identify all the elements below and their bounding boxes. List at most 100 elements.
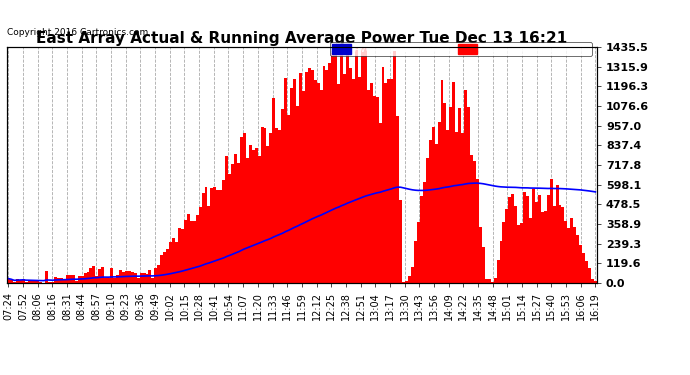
- Bar: [546, 195, 550, 283]
- Bar: [228, 174, 231, 283]
- Bar: [544, 211, 546, 283]
- Bar: [25, 282, 28, 283]
- Bar: [326, 70, 328, 283]
- Bar: [305, 72, 308, 283]
- Bar: [16, 279, 19, 283]
- Bar: [308, 68, 310, 283]
- Bar: [553, 206, 555, 283]
- Bar: [90, 268, 92, 283]
- Bar: [396, 117, 400, 283]
- Bar: [187, 214, 190, 283]
- Bar: [134, 273, 137, 283]
- Bar: [361, 47, 364, 283]
- Bar: [314, 80, 317, 283]
- Bar: [157, 265, 160, 283]
- Bar: [131, 272, 134, 283]
- Bar: [208, 206, 210, 283]
- Bar: [293, 79, 296, 283]
- Bar: [231, 164, 234, 283]
- Bar: [190, 221, 193, 283]
- Bar: [514, 206, 518, 283]
- Title: East Array Actual & Running Average Power Tue Dec 13 16:21: East Array Actual & Running Average Powe…: [37, 31, 567, 46]
- Bar: [290, 88, 293, 283]
- Bar: [423, 182, 426, 283]
- Bar: [78, 276, 81, 283]
- Bar: [302, 91, 305, 283]
- Bar: [358, 77, 361, 283]
- Bar: [428, 140, 432, 283]
- Legend: Average  (DC Watts), East Array  (DC Watts): Average (DC Watts), East Array (DC Watts…: [330, 42, 592, 57]
- Bar: [201, 193, 204, 283]
- Bar: [48, 282, 51, 283]
- Bar: [343, 74, 346, 283]
- Bar: [573, 226, 576, 283]
- Bar: [455, 132, 458, 283]
- Bar: [505, 209, 509, 283]
- Bar: [101, 267, 104, 283]
- Bar: [155, 268, 157, 283]
- Bar: [219, 190, 222, 283]
- Bar: [541, 212, 544, 283]
- Bar: [523, 192, 526, 283]
- Bar: [116, 275, 119, 283]
- Bar: [178, 228, 181, 283]
- Bar: [355, 47, 358, 283]
- Bar: [518, 225, 520, 283]
- Bar: [175, 242, 178, 283]
- Bar: [576, 235, 579, 283]
- Bar: [63, 280, 66, 283]
- Bar: [264, 128, 266, 283]
- Bar: [591, 279, 594, 283]
- Bar: [594, 281, 597, 283]
- Bar: [562, 207, 564, 283]
- Bar: [417, 222, 420, 283]
- Bar: [458, 108, 461, 283]
- Bar: [99, 269, 101, 283]
- Bar: [151, 278, 155, 283]
- Bar: [408, 276, 411, 283]
- Bar: [261, 127, 264, 283]
- Bar: [582, 254, 585, 283]
- Bar: [181, 229, 184, 283]
- Bar: [146, 274, 148, 283]
- Bar: [337, 84, 340, 283]
- Bar: [476, 179, 479, 283]
- Bar: [72, 275, 75, 283]
- Bar: [10, 280, 13, 283]
- Bar: [435, 144, 437, 283]
- Bar: [28, 281, 30, 283]
- Bar: [405, 281, 408, 283]
- Bar: [222, 180, 225, 283]
- Bar: [199, 207, 201, 283]
- Bar: [411, 267, 414, 283]
- Bar: [387, 79, 391, 283]
- Bar: [46, 271, 48, 283]
- Bar: [284, 78, 287, 283]
- Bar: [128, 271, 131, 283]
- Bar: [400, 200, 402, 283]
- Bar: [164, 252, 166, 283]
- Bar: [60, 278, 63, 283]
- Bar: [139, 273, 143, 283]
- Bar: [571, 217, 573, 283]
- Bar: [13, 282, 16, 283]
- Bar: [299, 74, 302, 283]
- Bar: [485, 279, 488, 283]
- Bar: [255, 148, 257, 283]
- Bar: [564, 221, 567, 283]
- Bar: [166, 249, 169, 283]
- Bar: [37, 280, 39, 283]
- Bar: [532, 189, 535, 283]
- Bar: [550, 178, 553, 283]
- Bar: [252, 150, 255, 283]
- Bar: [113, 278, 116, 283]
- Bar: [237, 163, 240, 283]
- Bar: [249, 145, 252, 283]
- Bar: [240, 136, 243, 283]
- Bar: [364, 47, 367, 283]
- Bar: [526, 196, 529, 283]
- Bar: [473, 161, 476, 283]
- Bar: [225, 156, 228, 283]
- Bar: [119, 270, 122, 283]
- Bar: [169, 242, 172, 283]
